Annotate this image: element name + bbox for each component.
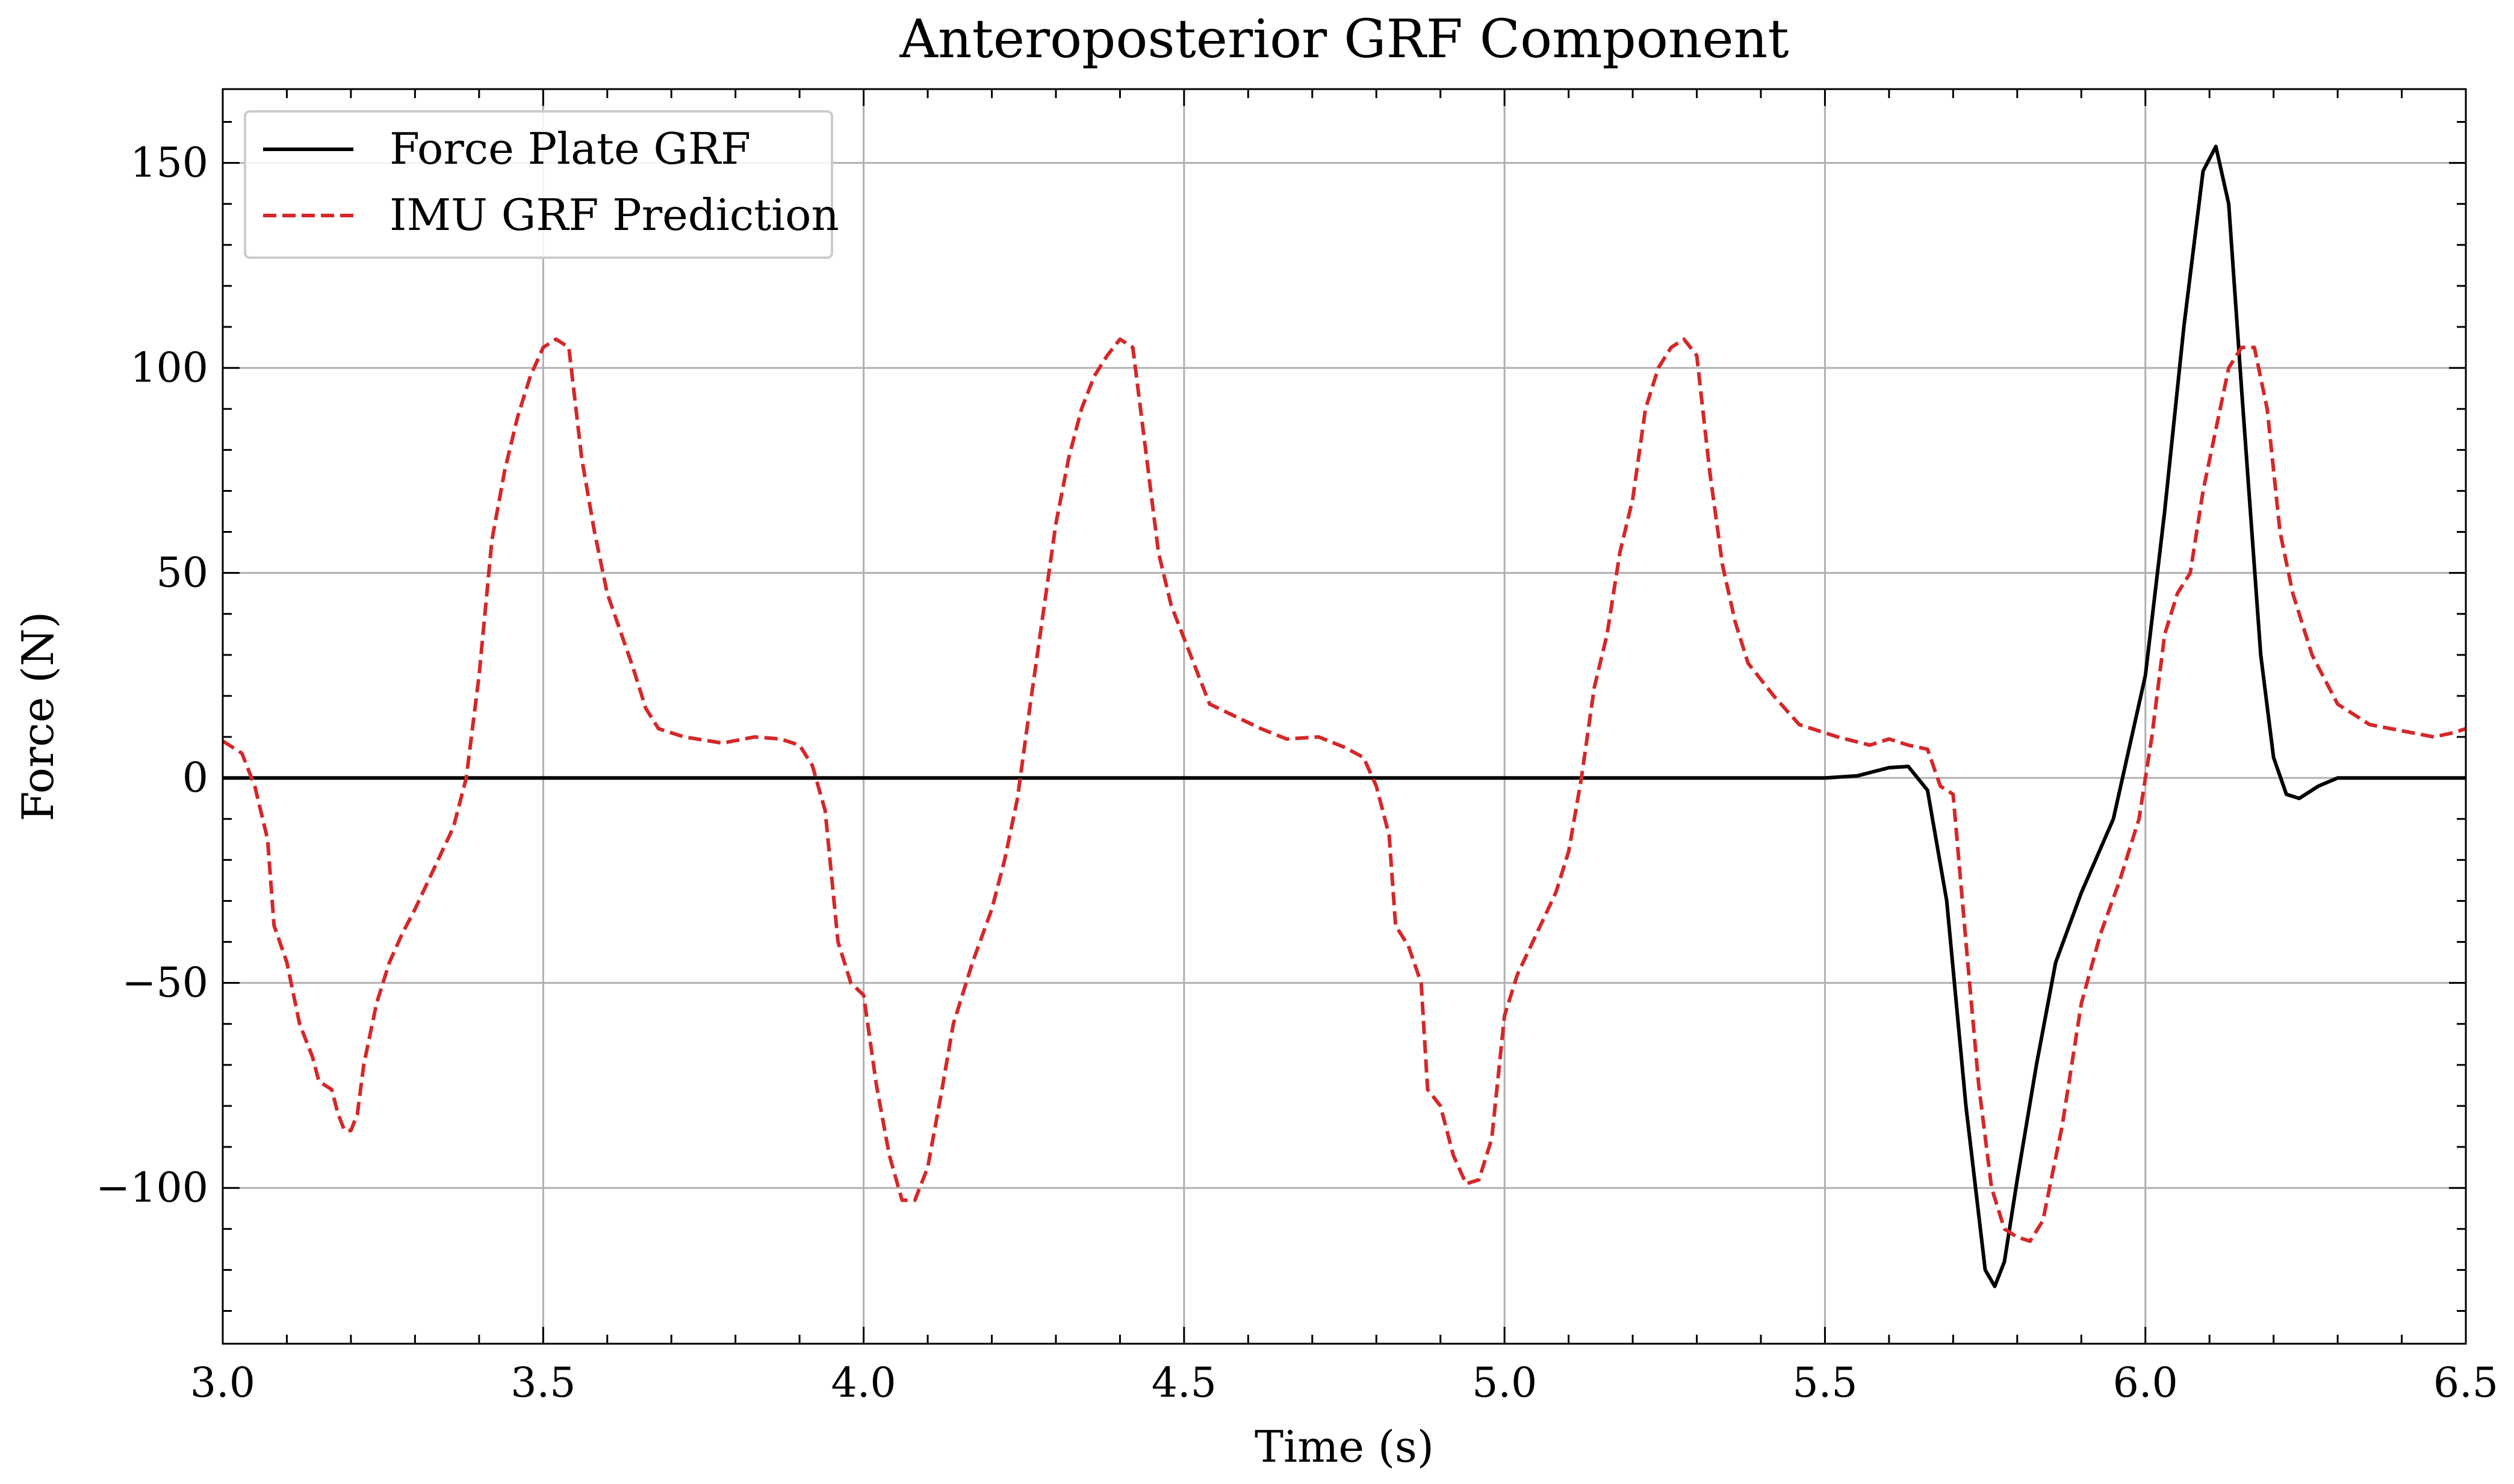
legend-box — [244, 110, 833, 259]
tick-labels: 3.0 3.5 4.0 4.5 5.0 5.5 6.0 6.5 −100 −50 0 50 100 150 — [96, 140, 2498, 1407]
y-tick-label: 50 — [156, 550, 208, 597]
x-tick-label: 6.0 — [2113, 1359, 2178, 1407]
x-tick-label: 6.5 — [2433, 1359, 2498, 1407]
plot-frame — [222, 88, 2467, 1345]
x-tick-label: 4.5 — [1152, 1359, 1217, 1407]
x-tick-label: 3.0 — [190, 1359, 255, 1407]
y-tick-label: 0 — [182, 754, 208, 802]
y-tick-label: −50 — [122, 960, 208, 1007]
series-line-imu-prediction — [222, 337, 2466, 1243]
x-tick-label: 5.0 — [1472, 1359, 1537, 1407]
axis-ticks — [222, 89, 2467, 1344]
x-tick-label: 5.5 — [1792, 1359, 1857, 1407]
y-tick-label: 150 — [130, 140, 208, 187]
y-tick-label: 100 — [130, 344, 208, 392]
x-tick-label: 3.5 — [511, 1359, 576, 1407]
plot-area — [222, 144, 2466, 1288]
legend: Force Plate GRF IMU GRF Prediction — [244, 110, 839, 259]
x-tick-label: 4.0 — [831, 1359, 896, 1407]
x-axis-label: Time (s) — [1255, 1421, 1434, 1472]
y-tick-label: −100 — [96, 1164, 208, 1212]
legend-label-force-plate: Force Plate GRF — [390, 123, 751, 174]
series-line-force-plate — [223, 144, 2466, 1288]
legend-label-imu-prediction: IMU GRF Prediction — [390, 190, 839, 240]
chart-title: Anteroposterior GRF Component — [899, 8, 1789, 70]
y-axis-label: Force (N) — [13, 612, 63, 822]
